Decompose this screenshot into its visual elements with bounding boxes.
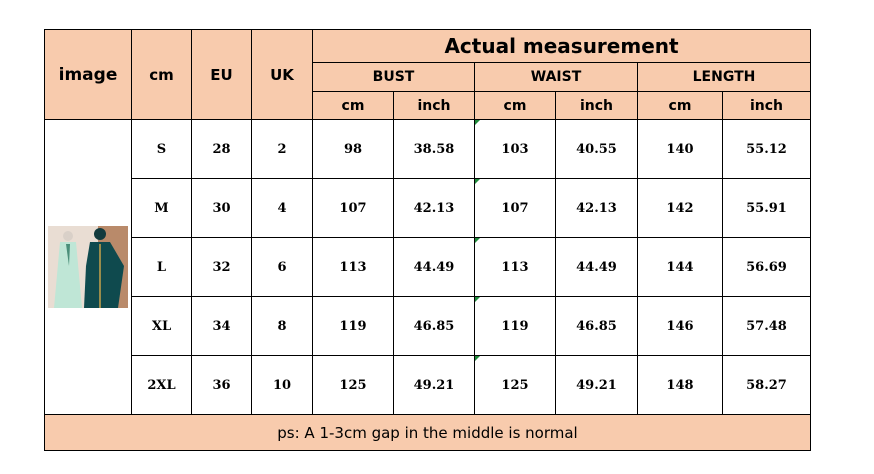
data-row: L 32 6 113 44.49 113 44.49 144 56.69 <box>45 237 811 297</box>
footer-note: ps: A 1-3cm gap in the middle is normal <box>44 414 811 451</box>
unit-header: inch <box>555 91 638 120</box>
unit-header: cm <box>474 91 556 120</box>
data-cell: 8 <box>251 296 313 356</box>
cell-marker <box>475 179 480 184</box>
data-cell: 107 <box>474 178 556 238</box>
data-cell: 30 <box>191 178 252 238</box>
data-cell: 32 <box>191 237 252 297</box>
data-cell: 55.91 <box>722 178 811 238</box>
data-cell: 49.21 <box>393 355 475 415</box>
measure-header: BUST <box>312 62 475 92</box>
product-image <box>48 226 128 308</box>
data-cell: 2XL <box>131 355 192 415</box>
data-cell: 34 <box>191 296 252 356</box>
header-cell: cm <box>131 29 192 120</box>
header-cell: EU <box>191 29 252 120</box>
measure-header: LENGTH <box>637 62 811 92</box>
data-cell: 119 <box>474 296 556 356</box>
data-cell: 57.48 <box>722 296 811 356</box>
data-row: M 30 4 107 42.13 107 42.13 142 55.91 <box>45 178 811 238</box>
data-cell: 113 <box>474 237 556 297</box>
image-cell <box>44 119 132 415</box>
data-cell: 119 <box>312 296 394 356</box>
data-cell: 36 <box>191 355 252 415</box>
unit-header: cm <box>637 91 723 120</box>
unit-header: inch <box>722 91 811 120</box>
data-cell: L <box>131 237 192 297</box>
data-cell: 42.13 <box>393 178 475 238</box>
data-cell: 142 <box>637 178 723 238</box>
header-cell: image <box>44 29 132 120</box>
data-cell: 125 <box>312 355 394 415</box>
data-cell: 103 <box>474 119 556 179</box>
data-cell: 40.55 <box>555 119 638 179</box>
data-cell: 140 <box>637 119 723 179</box>
measure-header: WAIST <box>474 62 638 92</box>
group-header: Actual measurement <box>312 29 811 63</box>
data-cell: 4 <box>251 178 313 238</box>
header-cell: UK <box>251 29 313 120</box>
data-cell: 38.58 <box>393 119 475 179</box>
data-cell: S <box>131 119 192 179</box>
data-row: S 28 2 98 38.58 103 40.55 140 55.12 <box>44 119 811 415</box>
data-cell: 2 <box>251 119 313 179</box>
unit-header: inch <box>393 91 475 120</box>
data-cell: 107 <box>312 178 394 238</box>
data-cell: M <box>131 178 192 238</box>
cell-marker <box>475 297 480 302</box>
data-cell: 98 <box>312 119 394 179</box>
data-cell: 46.85 <box>393 296 475 356</box>
size-table: image cm EU UK Actual measurement BUST WA… <box>44 29 811 451</box>
data-cell: 28 <box>191 119 252 179</box>
data-cell: 113 <box>312 237 394 297</box>
data-cell: 146 <box>637 296 723 356</box>
data-cell: 125 <box>474 355 556 415</box>
data-cell: 44.49 <box>555 237 638 297</box>
data-cell: 6 <box>251 237 313 297</box>
measure-row: BUST WAIST LENGTH <box>45 62 811 92</box>
data-cell: 58.27 <box>722 355 811 415</box>
cell-marker <box>475 120 480 125</box>
unit-header: cm <box>312 91 394 120</box>
data-cell: 55.12 <box>722 119 811 179</box>
unit-row: cm inch cm inch cm inch <box>45 91 811 120</box>
cell-marker <box>475 356 480 361</box>
data-cell: 144 <box>637 237 723 297</box>
data-row: 2XL 36 10 125 49.21 125 49.21 148 58.27 <box>45 355 811 415</box>
table-body: S 28 2 98 38.58 103 40.55 140 55.12 M 30 4 107 42.13 1… <box>44 119 811 415</box>
cell-marker <box>475 238 480 243</box>
data-cell: 148 <box>637 355 723 415</box>
data-cell: 56.69 <box>722 237 811 297</box>
data-cell: 46.85 <box>555 296 638 356</box>
data-cell: 49.21 <box>555 355 638 415</box>
data-cell: XL <box>131 296 192 356</box>
data-cell: 44.49 <box>393 237 475 297</box>
data-cell: 42.13 <box>555 178 638 238</box>
data-cell: 10 <box>251 355 313 415</box>
data-row: XL 34 8 119 46.85 119 46.85 146 57.48 <box>45 296 811 356</box>
